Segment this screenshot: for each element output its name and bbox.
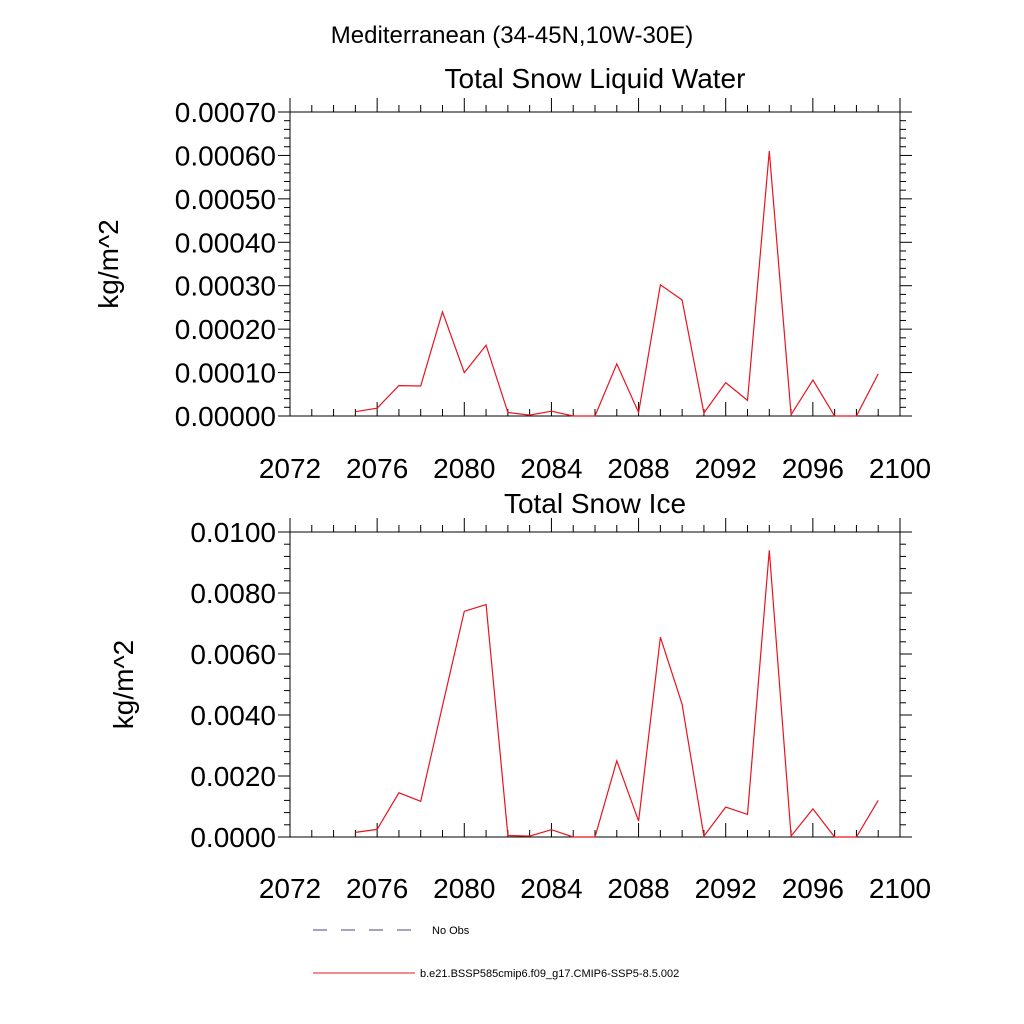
y-tick-label: 0.00010	[175, 358, 276, 389]
x-tick-label: 2100	[869, 453, 931, 484]
y-axis-label: kg/m^2	[93, 219, 124, 308]
y-axis-label: kg/m^2	[108, 640, 139, 729]
x-tick-label: 2100	[869, 873, 931, 904]
x-tick-label: 2072	[259, 873, 321, 904]
x-tick-label: 2092	[695, 873, 757, 904]
x-tick-label: 2080	[433, 873, 495, 904]
chart-title: Total Snow Ice	[504, 488, 686, 519]
y-tick-label: 0.0060	[190, 639, 276, 670]
x-tick-label: 2084	[520, 453, 582, 484]
panel-snow-liquid-water: Total Snow Liquid Water kg/m^2 2072 2076 208…	[93, 63, 931, 484]
x-tick-label: 2088	[607, 873, 669, 904]
chart-title: Total Snow Liquid Water	[445, 63, 746, 94]
y-tick-label: 0.00030	[175, 271, 276, 302]
legend-label-model: b.e21.BSSP585cmip6.f09_g17.CMIP6-SSP5-8.…	[420, 968, 679, 980]
x-tick-label: 2084	[520, 873, 582, 904]
x-tick-label: 2088	[607, 453, 669, 484]
series-line	[355, 151, 879, 417]
legend-label-no-obs: No Obs	[432, 925, 470, 937]
y-tick-label: 0.00060	[175, 140, 276, 171]
y-tick-label: 0.00040	[175, 227, 276, 258]
x-tick-label: 2076	[346, 873, 408, 904]
y-tick-label: 0.0020	[190, 761, 276, 792]
y-tick-label: 0.0040	[190, 700, 276, 731]
x-tick-label: 2096	[782, 873, 844, 904]
x-tick-label: 2072	[259, 453, 321, 484]
panel-snow-ice: Total Snow Ice kg/m^2 2072 2076 2080 2084 2088…	[108, 488, 931, 904]
plot-frame	[289, 531, 901, 838]
page-title: Mediterranean (34-45N,10W-30E)	[331, 22, 693, 49]
y-tick-label: 0.0100	[190, 517, 276, 548]
y-tick-label: 0.00050	[175, 184, 276, 215]
plot-frame	[289, 111, 901, 417]
x-tick-label: 2092	[695, 453, 757, 484]
y-tick-label: 0.00070	[175, 97, 276, 128]
y-tick-label: 0.0000	[190, 822, 276, 853]
y-tick-label: 0.00020	[175, 314, 276, 345]
y-tick-label: 0.00000	[175, 401, 276, 432]
x-tick-label: 2096	[782, 453, 844, 484]
y-tick-label: 0.0080	[190, 578, 276, 609]
x-tick-label: 2076	[346, 453, 408, 484]
legend: No Obs b.e21.BSSP585cmip6.f09_g17.CMIP6-…	[313, 925, 679, 980]
x-tick-label: 2080	[433, 453, 495, 484]
series-line	[355, 550, 879, 838]
